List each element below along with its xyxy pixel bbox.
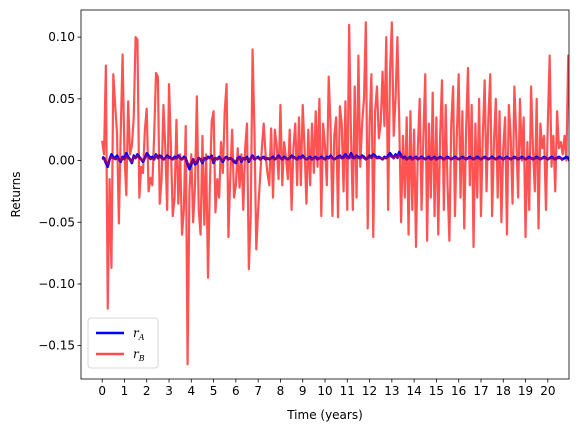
- legend-label-subscript: A: [138, 333, 145, 342]
- x-tick-label: 5: [210, 384, 218, 398]
- series-line-overlap: [101, 153, 564, 167]
- x-tick-label: 8: [277, 384, 285, 398]
- legend-label-main: r: [133, 326, 140, 340]
- legend-label: rA: [133, 326, 145, 342]
- x-tick-label: 20: [540, 384, 555, 398]
- y-axis-label: Returns: [9, 171, 23, 217]
- y-tick-label: 0.10: [48, 30, 75, 44]
- y-tick-label: −0.05: [38, 215, 75, 229]
- x-tick-label: 13: [384, 384, 399, 398]
- legend-label-main: r: [133, 347, 140, 361]
- x-tick-label: 7: [254, 384, 262, 398]
- x-tick-label: 16: [451, 384, 466, 398]
- x-axis-label: Time (years): [286, 408, 363, 422]
- x-tick-label: 11: [340, 384, 355, 398]
- x-tick-label: 12: [362, 384, 377, 398]
- x-tick-label: 0: [98, 384, 106, 398]
- y-tick-label: −0.10: [38, 277, 75, 291]
- legend-label-subscript: B: [138, 354, 145, 363]
- plot-frame: [80, 9, 570, 380]
- y-tick-label: 0.00: [48, 154, 75, 168]
- legend-label: rB: [133, 347, 145, 363]
- x-tick-label: 3: [165, 384, 173, 398]
- x-tick-label: 9: [299, 384, 307, 398]
- x-tick-label: 1: [121, 384, 129, 398]
- y-tick-label: 0.05: [48, 92, 75, 106]
- x-tick-label: 14: [406, 384, 421, 398]
- legend-box: [87, 317, 159, 369]
- x-tick-label: 10: [317, 384, 332, 398]
- plot-area: [101, 21, 569, 366]
- x-tick-label: 6: [232, 384, 240, 398]
- x-tick-label: 2: [143, 384, 151, 398]
- x-tick-label: 15: [429, 384, 444, 398]
- series-line-r-b: [101, 21, 569, 366]
- x-tick-label: 4: [187, 384, 195, 398]
- y-tick-label: −0.15: [38, 339, 75, 353]
- y-axis: −0.15 −0.10 −0.05 0.00 0.05 0.10: [38, 30, 81, 353]
- x-tick-label: 18: [496, 384, 511, 398]
- x-tick-label: 17: [473, 384, 488, 398]
- x-tick-label: 19: [518, 384, 533, 398]
- x-axis: 0 1 2 3 4 5 6 7 8 9 10 11 12 13 14 15 16 17 18 19 20: [98, 379, 555, 398]
